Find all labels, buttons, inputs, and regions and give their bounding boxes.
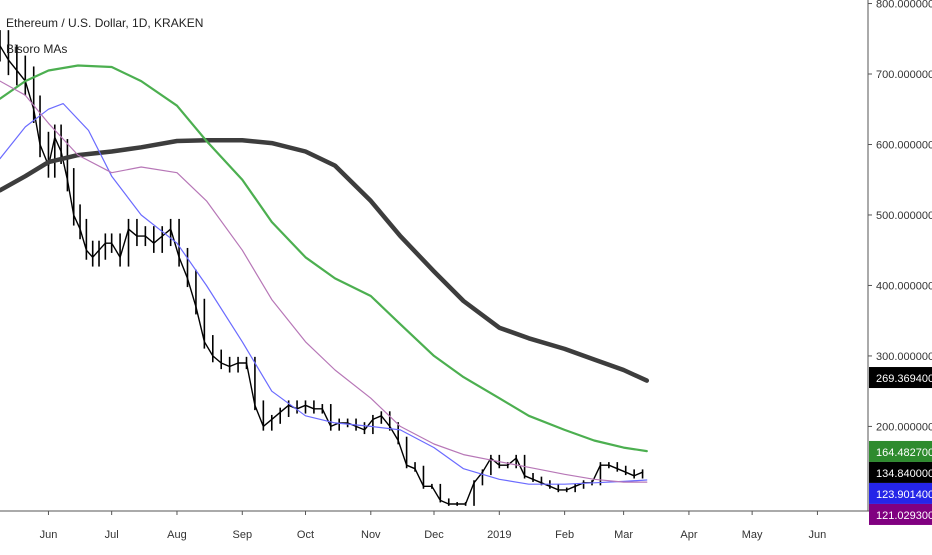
moving-average-line-purple — [0, 80, 648, 483]
chart-title: Ethereum / U.S. Dollar, 1D, KRAKEN — [6, 16, 203, 30]
series-layer — [0, 30, 650, 506]
y-tick-label: 600.00000000 — [876, 139, 932, 151]
x-tick-label: Jun — [809, 529, 827, 541]
x-tick-label: Jun — [40, 529, 58, 541]
moving-average-line-green — [0, 64, 648, 453]
price-label-box — [869, 461, 932, 483]
price-label-box — [869, 503, 932, 525]
x-tick-label: Apr — [680, 529, 697, 541]
price-label-text: 134.84000000 — [876, 468, 932, 480]
price-label-box — [869, 367, 932, 389]
price-label-text: 164.48270000 — [876, 447, 932, 459]
price-series-line — [0, 45, 644, 505]
axis-layer: 800.00000000 700.00000000 600.00000000 500.… — [0, 0, 932, 541]
x-tick-label: Feb — [555, 529, 574, 541]
moving-average-line-black — [0, 138, 650, 383]
y-tick-label: 400.00000000 — [876, 280, 932, 292]
x-tick-label: Nov — [361, 529, 381, 541]
y-tick-label: 500.00000000 — [876, 210, 932, 222]
price-label-box — [869, 482, 932, 504]
indicator-label: Bisoro MAs — [6, 42, 67, 56]
y-tick-label: 800.00000000 — [876, 0, 932, 11]
moving-average-line-blue — [0, 103, 648, 485]
y-tick-label: 700.00000000 — [876, 69, 932, 81]
price-labels-layer: 269.36940000 164.48270000 134.84000000 123.… — [869, 367, 932, 525]
y-tick-label: 200.00000000 — [876, 421, 932, 433]
x-tick-label: 2019 — [487, 529, 511, 541]
x-tick-label: Mar — [614, 529, 633, 541]
x-tick-label: Jul — [105, 529, 119, 541]
price-label-text: 123.90140000 — [876, 489, 932, 501]
price-label-box — [869, 440, 932, 462]
price-label-text: 269.36940000 — [876, 373, 932, 385]
x-tick-label: May — [742, 529, 763, 541]
y-tick-label: 300.00000000 — [876, 351, 932, 363]
x-tick-label: Dec — [424, 529, 444, 541]
x-tick-label: Oct — [297, 529, 314, 541]
x-tick-label: Sep — [232, 529, 252, 541]
x-tick-label: Aug — [167, 529, 187, 541]
price-label-text: 121.02930000 — [876, 510, 932, 522]
